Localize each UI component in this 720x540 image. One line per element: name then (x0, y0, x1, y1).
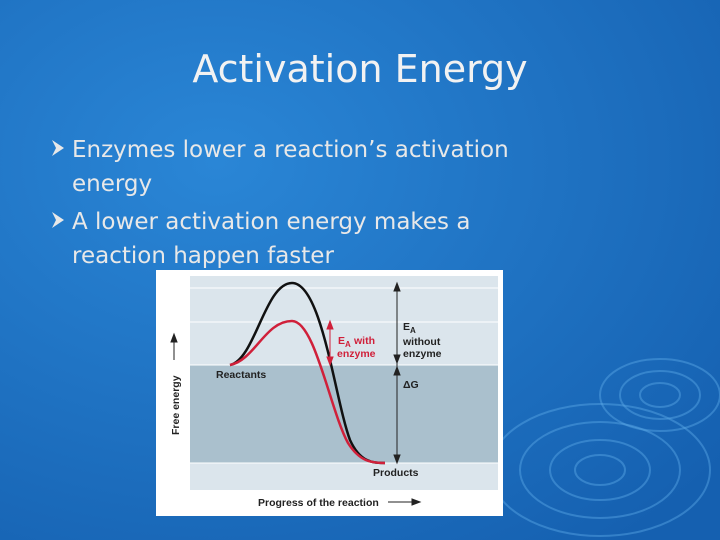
bullet-arrow (52, 212, 64, 228)
reactants-label: Reactants (216, 369, 266, 381)
curve-with-enzyme (229, 319, 386, 465)
products-label: Products (373, 467, 419, 479)
ea-with-label: with (353, 335, 375, 347)
bullet-text: Enzymes lower a reaction’s activation (72, 137, 509, 163)
energy-diagram: EA without enzyme EA with enzyme ΔG Reac… (156, 270, 503, 516)
x-axis-label: Progress of the reaction (258, 497, 379, 509)
slide-title: Activation Energy (192, 47, 527, 91)
delta-g-label: ΔG (403, 379, 419, 391)
ripples (489, 358, 720, 537)
band (190, 365, 498, 463)
bullets: Enzymes lower a reaction’s activation en… (52, 137, 509, 269)
bullet-text: reaction happen faster (72, 243, 334, 269)
ea-without-label: without (402, 336, 441, 348)
bullet-text: A lower activation energy makes a (72, 209, 470, 235)
y-axis-label: Free energy (170, 375, 182, 435)
bullet-arrow (52, 140, 64, 156)
band (190, 463, 498, 490)
arrow-with-enzyme (326, 319, 334, 367)
band (190, 276, 498, 365)
ea-with-label: EA (338, 335, 351, 349)
ea-without-label: EA (403, 321, 416, 335)
arrows (170, 281, 422, 506)
ea-without-label: enzyme (403, 348, 442, 360)
curve-without-enzyme (229, 281, 386, 465)
ea-with-label: enzyme (337, 348, 376, 360)
bullet-text: energy (72, 171, 152, 197)
